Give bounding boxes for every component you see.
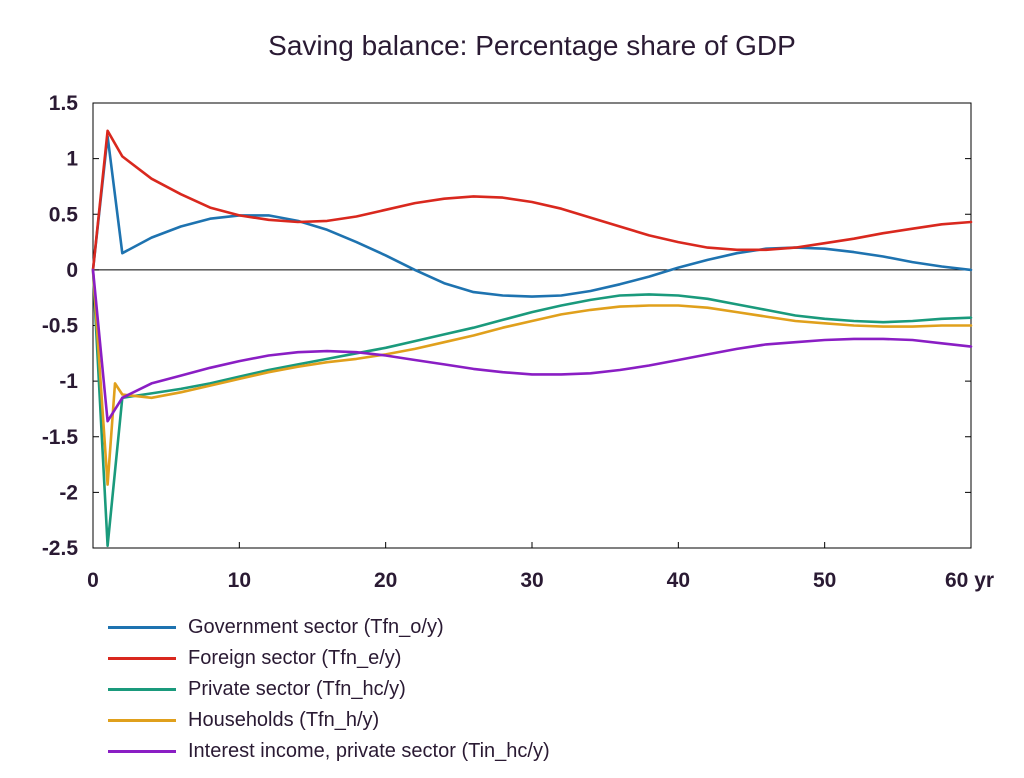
series-lines xyxy=(91,129,973,548)
y-tick-label: 1.5 xyxy=(49,92,79,115)
series-line-0 xyxy=(91,135,973,298)
chart-title: Saving balance: Percentage share of GDP xyxy=(268,30,796,61)
legend-swatch xyxy=(108,626,176,629)
y-tick-label: 1 xyxy=(66,148,78,171)
legend-item: Private sector (Tfn_hc/y) xyxy=(108,674,550,705)
series-line-3 xyxy=(91,268,973,486)
y-tick-label: -1.5 xyxy=(42,426,79,449)
tick-labels: 1.5 1 0.5 0 -0.5 -1 -1.5 -2 -2.5 0 10 20 30 40 50 60 yr xyxy=(42,92,994,592)
legend-item: Foreign sector (Tfn_e/y) xyxy=(108,643,550,674)
x-tick-label: 0 xyxy=(87,569,99,592)
series-line-2 xyxy=(91,268,973,548)
series-line-1 xyxy=(91,129,973,272)
legend-label: Households (Tfn_h/y) xyxy=(188,709,380,731)
y-tick-label: -2.5 xyxy=(42,537,79,560)
y-tick-label: -0.5 xyxy=(42,315,79,338)
x-tick-label: 10 xyxy=(228,569,251,592)
x-tick-label: 20 xyxy=(374,569,397,592)
legend-item: Households (Tfn_h/y) xyxy=(108,705,550,736)
legend-swatch xyxy=(108,657,176,660)
series-line-4 xyxy=(91,268,973,423)
x-tick-label: 50 xyxy=(813,569,836,592)
line-chart: 1.5 1 0.5 0 -0.5 -1 -1.5 -2 -2.5 0 10 20 30 40 50 60 yr xyxy=(42,92,994,592)
y-tick-label: -2 xyxy=(59,481,78,504)
legend-label: Foreign sector (Tfn_e/y) xyxy=(188,647,402,669)
legend-item: Interest income, private sector (Tin_hc/… xyxy=(108,736,550,767)
legend-swatch xyxy=(108,719,176,722)
legend-swatch xyxy=(108,688,176,691)
x-tick-label: 60 yr xyxy=(945,569,994,592)
legend-label: Government sector (Tfn_o/y) xyxy=(188,616,444,638)
x-tick-label: 40 xyxy=(667,569,690,592)
y-tick-label: -1 xyxy=(59,370,78,393)
y-tick-label: 0 xyxy=(66,259,78,282)
legend-label: Private sector (Tfn_hc/y) xyxy=(188,678,406,700)
legend-item: Government sector (Tfn_o/y) xyxy=(108,612,550,643)
y-tick-label: 0.5 xyxy=(49,203,79,226)
legend: Government sector (Tfn_o/y) Foreign secto… xyxy=(108,612,550,767)
legend-swatch xyxy=(108,750,176,753)
x-tick-label: 30 xyxy=(520,569,543,592)
legend-label: Interest income, private sector (Tin_hc/… xyxy=(188,740,550,762)
